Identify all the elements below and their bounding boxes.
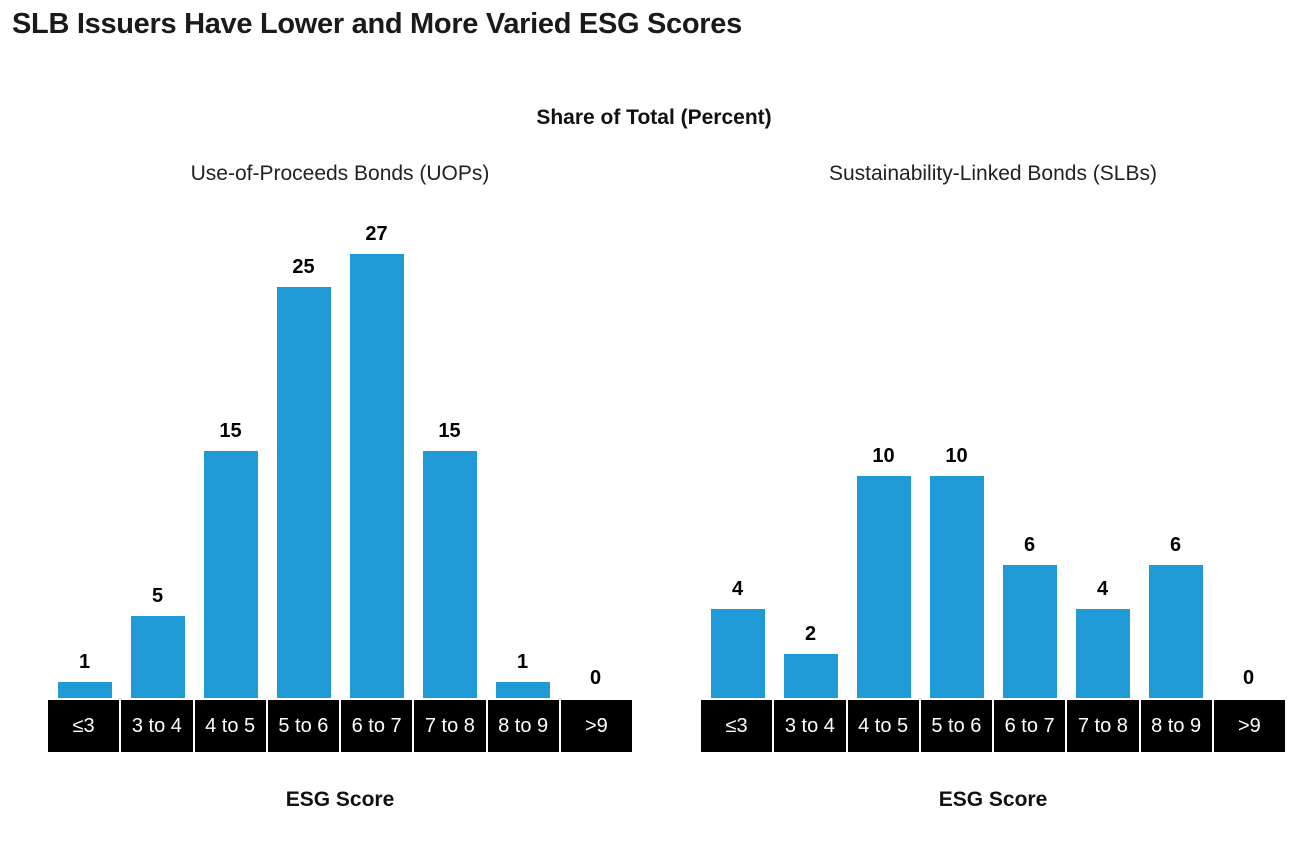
slb-bar — [1002, 564, 1057, 698]
uop-tick-label: 8 to 9 — [488, 700, 561, 752]
slb-bar — [1148, 564, 1203, 698]
slb-tick-label: 8 to 9 — [1141, 700, 1214, 752]
uop-data-label: 25 — [292, 255, 315, 278]
uop-tick-label: 5 to 6 — [268, 700, 341, 752]
slb-tick-label: 7 to 8 — [1067, 700, 1141, 752]
slb-bar — [710, 609, 765, 698]
slb-tick-label: 4 to 5 — [848, 700, 921, 752]
uop-bar — [276, 286, 331, 698]
slb-data-label: 6 — [1023, 533, 1036, 556]
slb-panel: Sustainability-Linked Bonds (SLBs) 4 2 10 1… — [701, 150, 1285, 830]
uop-tick-label: ≤3 — [48, 700, 122, 752]
slb-bar — [929, 476, 984, 698]
uop-bar — [203, 451, 258, 698]
uop-plot: 1 5 15 25 27 15 1 0 — [48, 210, 632, 698]
slb-plot: 4 2 10 10 6 4 6 0 — [701, 210, 1285, 698]
slb-data-label: 10 — [872, 445, 895, 467]
chart-title: SLB Issuers Have Lower and More Varied E… — [12, 8, 742, 40]
slb-data-label: 6 — [1169, 533, 1182, 556]
slb-tick-label: 3 to 4 — [774, 700, 848, 752]
uop-bar — [495, 681, 550, 698]
slb-tick-label: 5 to 6 — [921, 700, 994, 752]
slb-data-label: 4 — [1096, 578, 1109, 601]
uop-tick-label: >9 — [584, 714, 608, 737]
chart-subtitle: Share of Total (Percent) — [536, 106, 772, 129]
uop-data-label: 0 — [589, 667, 602, 689]
slb-x-axis-label: ESG Score — [938, 788, 1048, 811]
uop-tick-label: 4 to 5 — [195, 700, 268, 752]
slb-bar — [856, 476, 911, 698]
slb-panel-title: Sustainability-Linked Bonds (SLBs) — [828, 162, 1157, 185]
slb-tick-label: 6 to 7 — [994, 700, 1068, 752]
slb-tick-label: >9 — [1237, 714, 1261, 737]
uop-data-label: 1 — [78, 650, 91, 673]
uop-bar — [422, 451, 477, 698]
slb-tick-label: ≤3 — [701, 700, 775, 752]
uop-tick-label: 3 to 4 — [121, 700, 195, 752]
uop-data-label: 27 — [365, 223, 388, 245]
uop-data-label: 15 — [219, 420, 242, 443]
uop-bar — [349, 254, 404, 698]
slb-bar — [783, 653, 838, 698]
uop-panel: Use-of-Proceeds Bonds (UOPs) 1 5 15 25 27 15 1… — [48, 150, 632, 830]
uop-data-label: 15 — [438, 420, 461, 443]
uop-panel-title: Use-of-Proceeds Bonds (UOPs) — [190, 162, 490, 185]
slb-data-label: 4 — [731, 578, 744, 601]
uop-data-label: 5 — [151, 584, 164, 607]
uop-tick-label: 7 to 8 — [414, 700, 488, 752]
uop-x-axis-label: ESG Score — [285, 788, 395, 811]
uop-tick-label: 6 to 7 — [341, 700, 415, 752]
slb-bar — [1075, 609, 1130, 698]
uop-bar — [130, 615, 185, 698]
uop-data-label: 1 — [516, 650, 529, 673]
slb-data-label: 10 — [945, 445, 968, 467]
slb-data-label: 0 — [1242, 667, 1255, 689]
uop-bar — [57, 681, 112, 698]
slb-data-label: 2 — [804, 622, 817, 645]
